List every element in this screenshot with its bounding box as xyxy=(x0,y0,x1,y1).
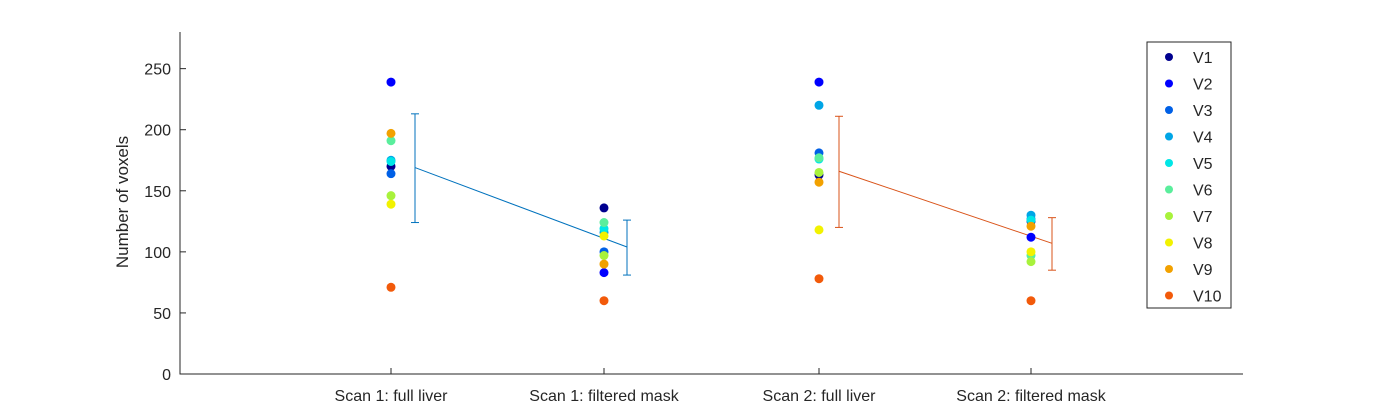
data-point-v7 xyxy=(814,167,824,177)
data-points xyxy=(386,77,1036,306)
legend-label: V8 xyxy=(1193,236,1213,253)
x-tick-label: Scan 2: full liver xyxy=(763,388,877,405)
legend-marker xyxy=(1165,106,1173,114)
legend[interactable]: V1 V2 V3 V4 V5 V6 V7 V8 V9 V10 xyxy=(1146,41,1232,309)
legend-label: V4 xyxy=(1193,130,1213,147)
data-point-v6 xyxy=(386,136,396,146)
legend-marker xyxy=(1165,53,1173,61)
data-point-v8 xyxy=(599,231,609,241)
legend-label: V5 xyxy=(1193,156,1213,173)
mean-line xyxy=(414,167,628,248)
legend-marker xyxy=(1165,212,1173,220)
legend-label: V6 xyxy=(1193,183,1213,200)
x-tick-label: Scan 1: filtered mask xyxy=(529,388,679,405)
mean-line xyxy=(838,170,1053,244)
y-tick-label: 150 xyxy=(144,184,171,201)
data-point-v2 xyxy=(599,268,609,278)
y-axis-label: Number of voxels xyxy=(113,136,132,268)
y-axis-ticks: 0 50 100 150 200 250 xyxy=(144,62,186,384)
data-point-v7 xyxy=(599,251,609,261)
data-point-v8 xyxy=(814,225,824,235)
data-point-v9 xyxy=(599,259,609,269)
x-axis-ticks: Scan 1: full liver Scan 1: filtered mask S… xyxy=(335,368,1107,405)
y-tick-label: 50 xyxy=(153,306,171,323)
data-point-v1 xyxy=(599,203,609,213)
data-point-v6 xyxy=(599,218,609,228)
legend-label: V3 xyxy=(1193,103,1213,120)
data-point-v4 xyxy=(814,100,824,110)
y-tick-label: 250 xyxy=(144,62,171,79)
data-point-v3 xyxy=(386,169,396,179)
x-tick-label: Scan 1: full liver xyxy=(335,388,449,405)
legend-marker xyxy=(1165,185,1173,194)
data-point-v10 xyxy=(1026,296,1036,306)
x-tick-label: Scan 2: filtered mask xyxy=(956,388,1106,405)
data-point-v9 xyxy=(814,177,824,187)
data-point-v7 xyxy=(386,191,396,201)
y-tick-label: 200 xyxy=(144,123,171,140)
legend-label: V10 xyxy=(1193,289,1222,306)
legend-marker xyxy=(1165,265,1173,273)
data-point-v10 xyxy=(386,282,396,292)
legend-label: V7 xyxy=(1193,209,1213,226)
legend-label: V2 xyxy=(1193,77,1213,94)
data-point-v5 xyxy=(386,156,396,166)
data-point-v2 xyxy=(386,77,396,87)
legend-marker xyxy=(1165,159,1173,167)
data-point-v10 xyxy=(814,274,824,284)
legend-label: V1 xyxy=(1193,50,1213,67)
data-point-v9 xyxy=(1026,221,1036,231)
data-point-v2 xyxy=(1026,232,1036,242)
summary-lines xyxy=(411,113,1056,276)
legend-marker xyxy=(1165,291,1173,300)
y-tick-label: 0 xyxy=(162,367,171,384)
legend-marker xyxy=(1165,79,1173,88)
legend-box xyxy=(1146,41,1232,309)
data-point-v8 xyxy=(386,199,396,209)
data-point-v7 xyxy=(1026,257,1036,267)
plot-background xyxy=(180,32,1243,374)
data-point-v8 xyxy=(1026,247,1036,257)
data-point-v6 xyxy=(814,153,824,163)
legend-marker xyxy=(1165,238,1173,247)
legend-marker xyxy=(1165,132,1173,141)
legend-label: V9 xyxy=(1193,262,1213,279)
data-point-v9 xyxy=(386,128,396,138)
y-tick-label: 100 xyxy=(144,245,171,262)
data-point-v2 xyxy=(814,77,824,87)
data-point-v10 xyxy=(599,296,609,306)
